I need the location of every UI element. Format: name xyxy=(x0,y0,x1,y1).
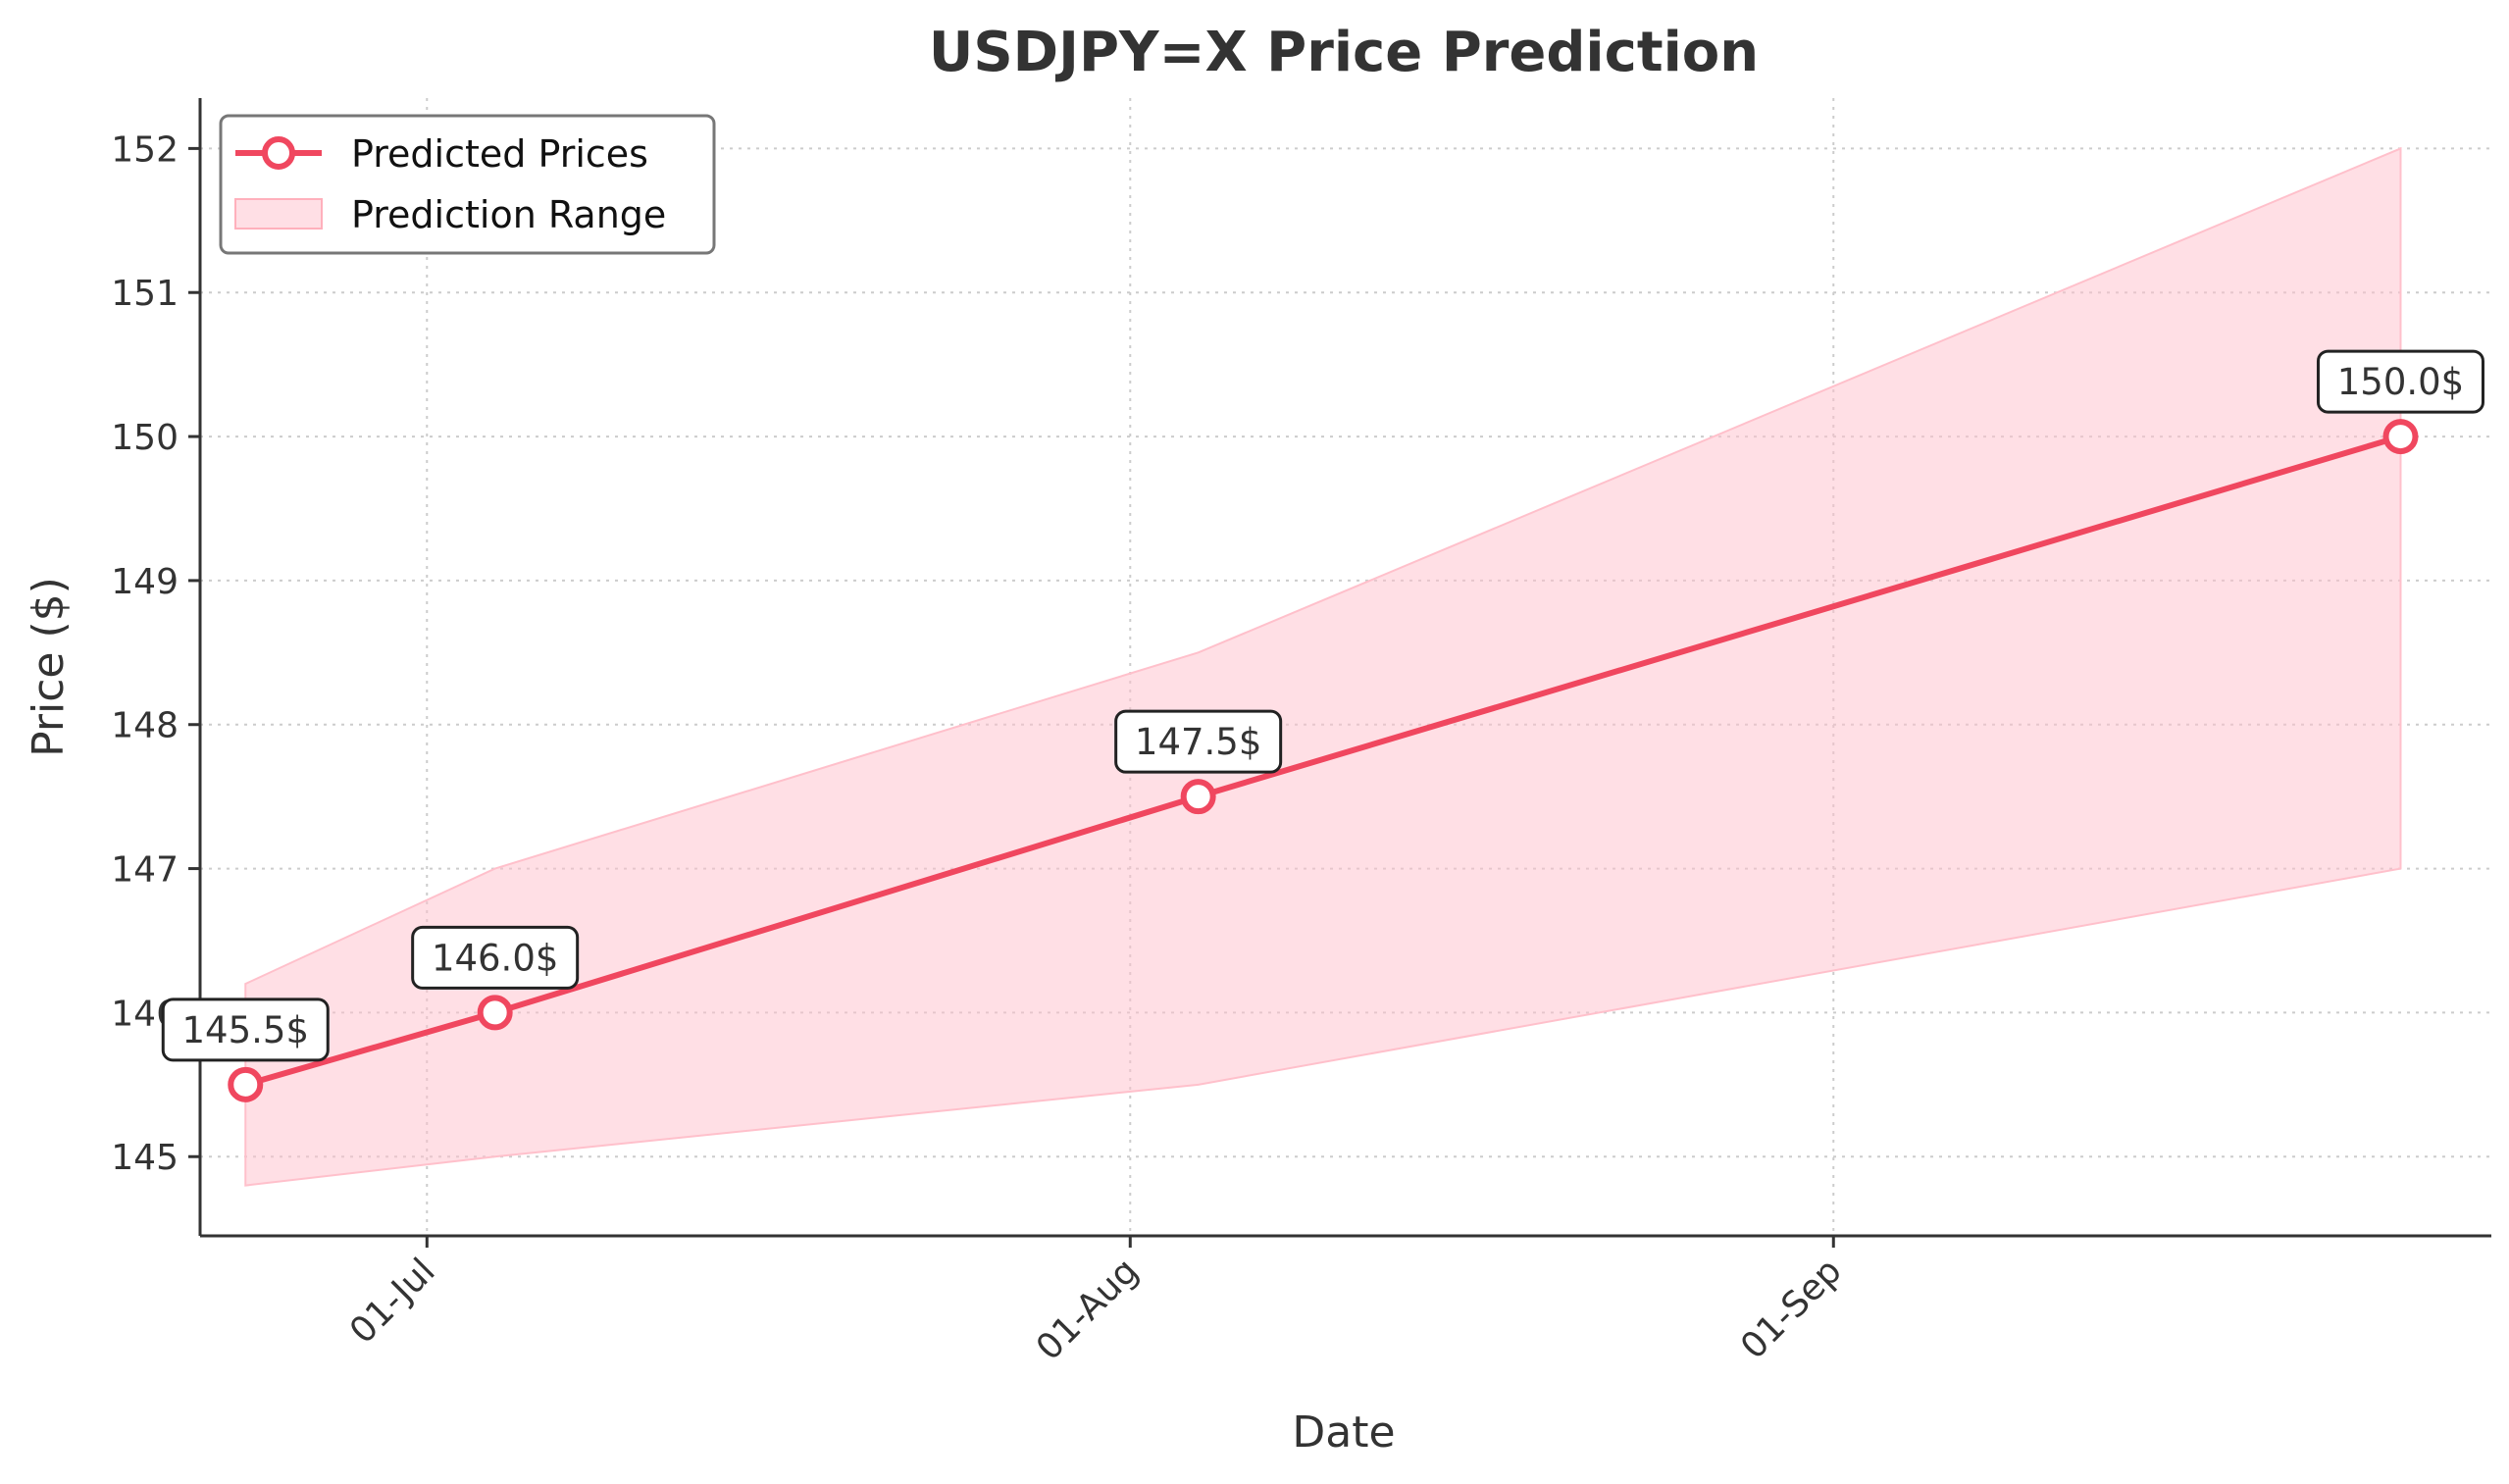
data-label: 146.0$ xyxy=(432,937,558,979)
data-point-marker xyxy=(228,1066,264,1102)
chart-title: USDJPY=X Price Prediction xyxy=(929,21,1759,84)
data-label: 150.0$ xyxy=(2337,361,2464,403)
data-label-box xyxy=(411,925,580,990)
data-labels: 145.5$ 146.0$ 147.5$ 150.0$ xyxy=(161,349,2484,1062)
legend: Predicted Prices Prediction Range xyxy=(219,114,716,255)
y-tick-label: 147 xyxy=(111,850,179,891)
y-tick-label: 149 xyxy=(111,562,179,602)
predicted-prices-series xyxy=(228,419,2419,1102)
x-tick-label: 01-Jul xyxy=(342,1251,443,1352)
y-axis-title: Price ($) xyxy=(24,577,74,757)
data-point-marker xyxy=(1180,779,1216,815)
legend-band-swatch xyxy=(234,198,323,230)
x-tick-label: 01-Aug xyxy=(1029,1251,1147,1368)
data-label: 147.5$ xyxy=(1135,721,1261,763)
predicted-prices-line xyxy=(244,434,2402,1088)
y-tick-label: 148 xyxy=(111,706,179,746)
y-tick-label: 152 xyxy=(111,129,179,170)
data-label-box xyxy=(1114,709,1283,774)
y-tick-label: 151 xyxy=(111,274,179,314)
data-label-box xyxy=(161,998,330,1062)
legend-frame xyxy=(219,114,716,255)
x-axis-ticks: 01-Jul 01-Aug 01-Sep xyxy=(342,1236,1850,1368)
prediction-range-area xyxy=(244,146,2402,1187)
x-tick-label: 01-Sep xyxy=(1733,1251,1850,1367)
x-axis-title: Date xyxy=(1292,1407,1395,1458)
y-tick-label: 145 xyxy=(111,1138,179,1178)
legend-marker-swatch xyxy=(262,136,295,170)
data-point-marker xyxy=(2382,419,2419,455)
data-label-box xyxy=(2316,349,2484,414)
data-label: 145.5$ xyxy=(182,1009,309,1051)
y-tick-label: 150 xyxy=(111,418,179,458)
prediction-range-band xyxy=(244,146,2402,1187)
data-point-marker xyxy=(477,995,513,1031)
legend-label-predicted: Predicted Prices xyxy=(351,132,648,176)
legend-label-range: Prediction Range xyxy=(351,193,666,236)
